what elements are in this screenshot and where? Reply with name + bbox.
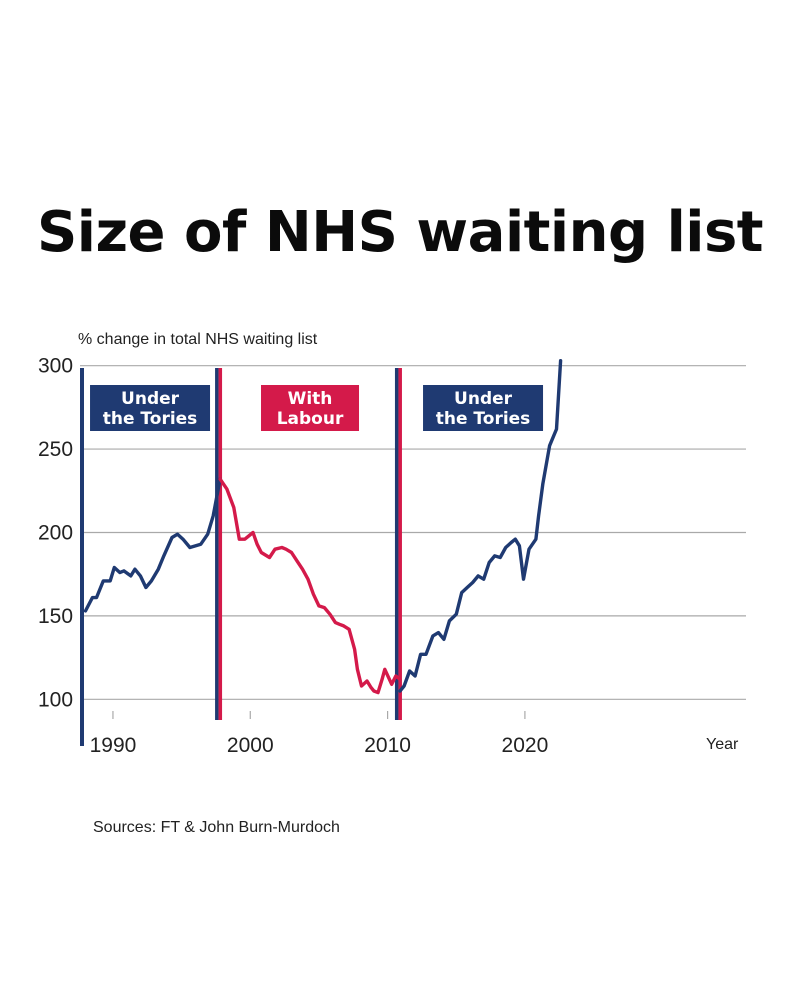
period-dividers — [80, 368, 402, 746]
period-label-text-2-2: Labour — [277, 409, 344, 429]
x-tick-1990: 1990 — [90, 734, 137, 757]
y-tick-labels: 100 150 200 250 300 — [38, 355, 73, 712]
x-tick-2010: 2010 — [364, 734, 411, 757]
divider-1-blue — [215, 368, 219, 720]
series-line-3 — [398, 359, 563, 693]
x-axis-label: Year — [706, 736, 739, 753]
period-label-box-3 — [423, 385, 544, 431]
data-series — [83, 359, 563, 695]
y-tick-300: 300 — [38, 355, 73, 378]
period-label-text-3-1: Under — [454, 389, 513, 409]
y-tick-150: 150 — [38, 605, 73, 628]
period-label-text-1-2: the Tories — [103, 409, 198, 429]
divider-2-red — [398, 368, 402, 720]
x-tick-2000: 2000 — [227, 734, 274, 757]
period-label-text-3-2: the Tories — [436, 409, 531, 429]
period-label-box-2 — [261, 385, 360, 431]
series-line-1 — [83, 477, 222, 613]
gridlines — [80, 365, 746, 719]
period-label-text-2-1: With — [288, 389, 333, 409]
y-axis-label: % change in total NHS waiting list — [78, 331, 318, 348]
source-note: Sources: FT & John Burn-Murdoch — [93, 819, 340, 836]
y-tick-200: 200 — [38, 521, 73, 544]
y-tick-250: 250 — [38, 438, 73, 461]
series-line-2 — [218, 477, 402, 695]
period-label-text-1-1: Under — [121, 389, 180, 409]
chart-title: Size of NHS waiting list — [36, 200, 764, 265]
period-label-box-1 — [90, 385, 211, 431]
x-tick-2020: 2020 — [502, 734, 549, 757]
divider-start — [80, 368, 84, 746]
y-tick-100: 100 — [38, 688, 73, 711]
x-tick-labels: 1990 2000 2010 2020 Year — [90, 734, 739, 757]
divider-1-red — [218, 368, 223, 720]
divider-2-blue — [394, 368, 399, 720]
